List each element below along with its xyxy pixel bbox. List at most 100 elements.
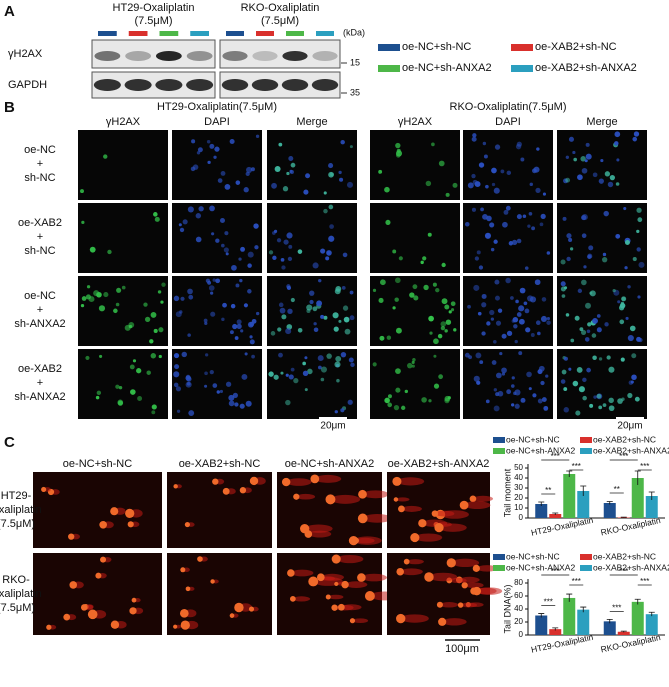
comet-head — [357, 573, 366, 582]
comet-head — [248, 606, 255, 612]
nucleus — [632, 256, 637, 262]
bar — [617, 631, 630, 635]
nucleus — [395, 142, 401, 149]
nucleus — [372, 362, 377, 367]
scale-label: 100μm — [445, 643, 479, 655]
nucleus — [423, 284, 429, 291]
nucleus — [95, 395, 100, 400]
nucleus — [481, 302, 487, 308]
row-label: Oxaliplatin — [0, 588, 42, 600]
nucleus — [116, 287, 122, 293]
nucleus — [501, 372, 506, 376]
y-tick-label: 50 — [514, 463, 523, 472]
comet-head — [338, 603, 345, 611]
bar — [563, 474, 576, 518]
nucleus — [491, 167, 497, 174]
nucleus — [395, 387, 401, 393]
bar — [535, 504, 548, 518]
comet-head — [63, 613, 71, 621]
nucleus — [272, 255, 277, 261]
comet-tail — [314, 474, 342, 483]
nucleus — [516, 141, 522, 147]
comet-tail — [345, 581, 368, 588]
nucleus — [277, 327, 282, 332]
nucleus — [440, 325, 446, 331]
nucleus — [387, 402, 393, 408]
nucleus — [210, 291, 214, 295]
nucleus — [379, 335, 385, 341]
nucleus — [395, 327, 402, 334]
comet-head — [239, 487, 247, 494]
comet-head — [212, 478, 219, 485]
nucleus — [518, 351, 523, 356]
marker: 15 — [350, 57, 360, 67]
column-header: oe-XAB2+sh-NC — [179, 458, 261, 470]
nucleus — [178, 223, 182, 227]
nucleus — [384, 186, 390, 193]
nucleus — [602, 252, 607, 257]
nucleus — [568, 367, 572, 371]
nucleus — [217, 178, 223, 183]
nucleus — [80, 303, 85, 308]
legend-label: oe-XAB2+sh-ANXA2 — [593, 562, 669, 572]
comet-head — [446, 558, 456, 568]
nucleus — [241, 374, 248, 380]
nucleus — [222, 302, 227, 308]
nucleus — [568, 237, 573, 242]
nucleus — [175, 386, 182, 392]
comet-head — [418, 519, 427, 528]
legend-swatch — [493, 448, 505, 454]
comet-head — [334, 581, 339, 587]
y-tick-label: 20 — [514, 493, 523, 502]
nucleus — [518, 318, 525, 325]
nucleus — [407, 362, 413, 369]
nucleus — [541, 397, 547, 403]
nucleus — [516, 238, 522, 244]
nucleus — [596, 314, 601, 318]
bar — [577, 491, 590, 518]
nucleus — [532, 393, 537, 398]
comet-head — [358, 489, 367, 499]
nucleus — [287, 308, 293, 315]
nucleus — [173, 295, 180, 302]
column-header: oe-NC+sh-NC — [63, 458, 132, 470]
nucleus — [471, 207, 477, 212]
comet-head — [87, 609, 98, 620]
nucleus — [335, 355, 342, 362]
nucleus — [535, 187, 541, 193]
nucleus — [303, 189, 309, 195]
error-bar — [552, 512, 559, 515]
legend-swatch — [378, 44, 400, 51]
nucleus — [290, 162, 296, 168]
nucleus — [585, 142, 590, 147]
nucleus — [204, 321, 208, 325]
comet-tail — [361, 573, 387, 582]
bar — [631, 601, 644, 635]
nucleus — [409, 292, 415, 298]
significance: ** — [614, 485, 620, 494]
band — [311, 79, 339, 91]
nucleus — [608, 366, 615, 373]
nucleus — [180, 296, 185, 301]
nucleus — [278, 142, 283, 147]
nucleus — [161, 282, 166, 287]
nucleus — [537, 369, 543, 375]
nucleus — [249, 339, 255, 345]
nucleus — [219, 218, 226, 224]
nucleus — [247, 289, 252, 294]
nucleus — [579, 327, 584, 332]
nucleus — [586, 367, 591, 373]
nucleus — [570, 338, 575, 343]
comet-tail — [400, 568, 423, 576]
nucleus — [212, 278, 216, 282]
nucleus — [609, 174, 616, 181]
comet-tail — [292, 596, 311, 602]
nucleus — [580, 329, 587, 335]
nucleus — [475, 352, 482, 359]
nucleus — [620, 301, 625, 306]
cell-line: (7.5μM) — [261, 15, 299, 27]
nucleus — [320, 366, 328, 373]
nucleus — [506, 170, 512, 176]
nucleus — [280, 371, 284, 375]
nucleus — [500, 169, 505, 174]
